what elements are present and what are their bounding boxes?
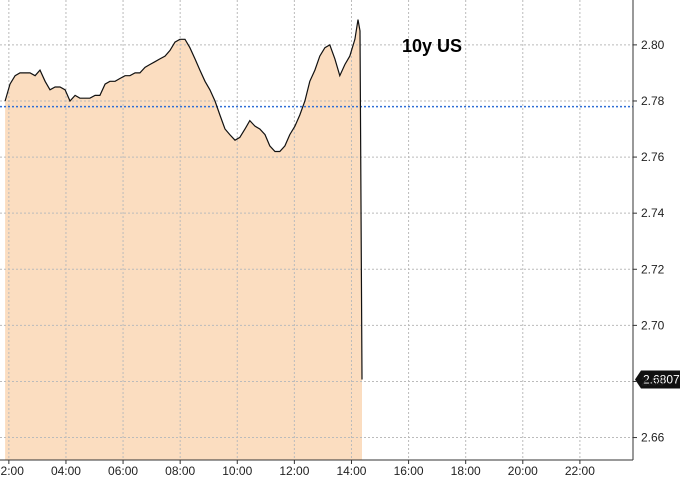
y-tick-label: 2.74 [641, 206, 665, 220]
x-tick-label: 20:00 [508, 464, 538, 477]
y-tick-label: 2.80 [641, 38, 665, 52]
last-price-tag [635, 370, 680, 389]
x-tick-label: 22:00 [565, 464, 595, 477]
annotation: 10y US [402, 36, 462, 56]
x-tick-label: 10:00 [222, 464, 252, 477]
y-tick-label: 2.78 [641, 94, 665, 108]
x-tick-label: 08:00 [165, 464, 195, 477]
y-tick-label: 2.66 [641, 431, 665, 445]
x-tick-label: 12:00 [279, 464, 309, 477]
x-tick-label: 16:00 [394, 464, 424, 477]
last-price-label: 2.6807 [643, 373, 680, 387]
x-tick-label: 18:00 [451, 464, 481, 477]
x-tick-label: 04:00 [51, 464, 81, 477]
x-tick-label: 02:00 [0, 464, 24, 477]
y-tick-label: 2.72 [641, 262, 665, 276]
y-tick-label: 2.76 [641, 150, 665, 164]
x-tick-label: 06:00 [108, 464, 138, 477]
x-tick-label: 14:00 [336, 464, 366, 477]
y-tick-label: 2.70 [641, 318, 665, 332]
area [5, 19, 362, 460]
plot-area [0, 0, 633, 460]
line [4, 19, 363, 380]
y-tick-label: 2.68 [641, 374, 665, 388]
